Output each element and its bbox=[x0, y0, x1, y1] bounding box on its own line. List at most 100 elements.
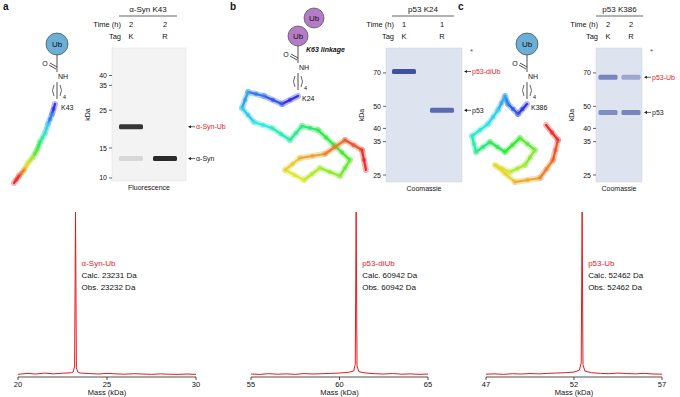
cartoon-backbone bbox=[300, 154, 325, 158]
annotation: p53-diUb bbox=[362, 259, 395, 268]
spectrum-line bbox=[251, 212, 428, 374]
gel-title: p53 K24 bbox=[408, 5, 438, 14]
row-value: R bbox=[628, 32, 634, 41]
asterisk: * bbox=[650, 47, 653, 56]
row-value: R bbox=[162, 32, 168, 41]
cartoon-atom bbox=[525, 178, 529, 182]
cartoon-atom bbox=[511, 107, 515, 111]
bracket bbox=[523, 85, 525, 96]
cartoon-atom bbox=[271, 98, 275, 102]
kda-tick-label: 10 bbox=[99, 174, 107, 181]
cartoon-surface bbox=[272, 128, 290, 140]
row-value: K bbox=[128, 32, 133, 41]
band-label: α-Syn bbox=[196, 155, 215, 163]
cartoon-atom bbox=[243, 98, 247, 102]
repeat-label: 4 bbox=[533, 94, 536, 100]
amine-label: NH bbox=[528, 73, 538, 80]
cartoon-atom bbox=[478, 128, 482, 132]
x-tick-label: 65 bbox=[424, 380, 432, 389]
gel-panel: α-Syn K43Time (h)22TagKR4035251510kDaα-S… bbox=[84, 5, 226, 191]
ubiquitin bbox=[288, 26, 308, 46]
protein-cartoon bbox=[242, 92, 366, 180]
cartoon-atom bbox=[288, 98, 292, 102]
cartoon-surface bbox=[318, 130, 334, 145]
spectrum-line bbox=[486, 212, 662, 374]
cartoon-surface bbox=[495, 165, 515, 182]
cartoon-atom bbox=[491, 115, 495, 119]
gel-image bbox=[386, 48, 462, 182]
kda-tick bbox=[109, 75, 112, 76]
kda-tick-label: 35 bbox=[373, 138, 381, 145]
bond bbox=[57, 67, 58, 72]
x-tick-label: 20 bbox=[14, 380, 22, 389]
panel-letter: b bbox=[230, 1, 236, 12]
row-label: Tag bbox=[586, 32, 598, 41]
gel-footer: Coomassie bbox=[601, 185, 636, 192]
ubiquitin-label: Ub bbox=[522, 40, 533, 49]
kda-tick bbox=[109, 110, 112, 111]
cartoon-surface bbox=[320, 168, 340, 176]
bond bbox=[519, 65, 526, 69]
cartoon-backbone bbox=[362, 150, 366, 170]
spectrum: 202530Mass (kDa)α-Syn-UbCalc. 23231 DaOb… bbox=[14, 212, 200, 397]
row-value: 2 bbox=[129, 20, 133, 29]
cartoon-atom bbox=[261, 123, 265, 127]
bond bbox=[527, 67, 528, 72]
structure: UbONH4K386 bbox=[512, 33, 547, 111]
annotation: Obs. 60942 Da bbox=[362, 283, 416, 292]
row-value: K bbox=[401, 32, 406, 41]
cartoon-surface bbox=[505, 138, 520, 152]
cartoon-atom bbox=[499, 101, 503, 105]
kda-tick bbox=[593, 141, 596, 142]
kda-tick bbox=[383, 72, 386, 73]
gel-band bbox=[430, 108, 454, 113]
repeat-label: 4 bbox=[304, 85, 307, 91]
cartoon-atom bbox=[503, 171, 507, 175]
kda-tick-label: 50 bbox=[373, 103, 381, 110]
bracket bbox=[60, 85, 62, 96]
band-arrowhead bbox=[188, 125, 191, 128]
kda-tick bbox=[383, 175, 386, 176]
kda-tick-label: 40 bbox=[373, 125, 381, 132]
bond bbox=[57, 82, 58, 99]
ubiquitin-label: Ub bbox=[52, 40, 63, 49]
kda-tick-label: 70 bbox=[373, 69, 381, 76]
residue-label: K24 bbox=[302, 95, 315, 102]
cartoon-atom bbox=[362, 158, 366, 162]
protein-cartoon bbox=[472, 96, 558, 182]
row-label: Tag bbox=[109, 32, 121, 41]
cartoon-backbone bbox=[505, 138, 520, 152]
bond bbox=[298, 73, 299, 90]
bond bbox=[527, 55, 528, 67]
x-axis-label: Mass (kDa) bbox=[88, 388, 127, 397]
cartoon-atom bbox=[14, 177, 18, 181]
cartoon-backbone bbox=[325, 140, 345, 154]
bond bbox=[49, 65, 56, 69]
kda-tick bbox=[383, 106, 386, 107]
carbonyl-label: O bbox=[512, 60, 518, 67]
kda-tick-label: 25 bbox=[99, 107, 107, 114]
gel-band bbox=[392, 69, 416, 74]
cartoon-backbone bbox=[515, 178, 540, 182]
cartoon-surface bbox=[325, 140, 345, 154]
cartoon-atom bbox=[481, 145, 485, 149]
kda-tick-label: 15 bbox=[99, 145, 107, 152]
cartoon-backbone bbox=[546, 125, 558, 140]
kda-tick-label: 25 bbox=[583, 172, 591, 179]
ubiquitin bbox=[46, 33, 68, 55]
annotation: Calc. 23231 Da bbox=[82, 271, 138, 280]
cartoon-atom bbox=[528, 155, 532, 159]
cartoon-surface bbox=[14, 176, 19, 183]
cartoon-atom bbox=[550, 130, 554, 134]
title-rule bbox=[392, 16, 454, 17]
cartoon-surface bbox=[540, 160, 553, 178]
cartoon-atom bbox=[279, 132, 283, 136]
cartoon-atom bbox=[292, 173, 296, 177]
row-label: Tag bbox=[382, 32, 394, 41]
gel-band bbox=[153, 156, 177, 161]
spectrum: 475257Mass (kDa)p53-UbCalc. 52462 DaObs.… bbox=[482, 212, 666, 397]
cartoon-atom bbox=[351, 143, 355, 147]
x-tick-label: 30 bbox=[192, 380, 200, 389]
cartoon-backbone bbox=[495, 165, 515, 182]
kda-tick-label: 70 bbox=[583, 69, 591, 76]
